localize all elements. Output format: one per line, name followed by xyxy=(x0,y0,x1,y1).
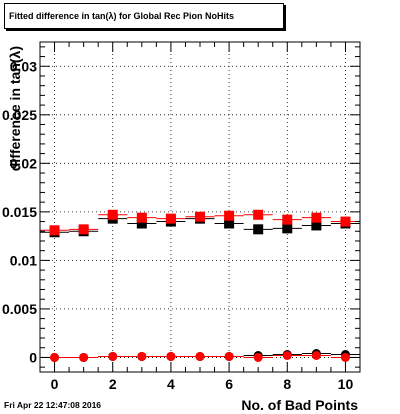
x-axis-label: No. of Bad Points xyxy=(241,397,358,413)
data-point-circle xyxy=(282,351,292,360)
x-tick-label: 0 xyxy=(51,376,59,392)
data-point-square xyxy=(49,225,60,236)
data-point-circle xyxy=(108,351,118,361)
data-point-circle xyxy=(311,351,321,360)
data-point-circle xyxy=(253,352,263,362)
data-point-circle xyxy=(79,352,89,362)
timestamp: Fri Apr 22 12:47:08 2016 xyxy=(4,400,102,410)
data-point-circle xyxy=(224,351,234,361)
y-tick-label: 0 xyxy=(29,349,37,365)
data-point-square xyxy=(311,220,322,231)
y-tick-label: 0.005 xyxy=(2,301,37,317)
data-point-circle xyxy=(166,351,176,361)
y-axis-label: difference in tan(λ) xyxy=(7,46,23,171)
chart-title-box: Fitted difference in tan(λ) for Global R… xyxy=(4,3,284,29)
x-tick-label: 8 xyxy=(283,376,291,392)
data-point-square xyxy=(282,214,293,225)
data-point-square xyxy=(253,224,264,235)
data-point-square xyxy=(136,218,147,229)
data-point-circle xyxy=(340,352,350,362)
y-tick-label: 0.015 xyxy=(2,204,37,220)
y-tick-label: 0.02 xyxy=(10,155,37,171)
data-point-square xyxy=(340,216,351,227)
x-tick-label: 6 xyxy=(225,376,233,392)
x-tick-label: 4 xyxy=(167,376,175,392)
data-point-square xyxy=(224,210,235,221)
plot-frame xyxy=(39,41,361,373)
data-point-square xyxy=(78,224,89,235)
tick-labels: 0 2 4 6 8 10 0 0.005 0.01 0.015 0.02 0.025 0.03 xyxy=(2,58,353,392)
data-point-square xyxy=(165,213,176,224)
data-marks xyxy=(40,209,360,362)
y-tick-label: 0.01 xyxy=(10,252,37,268)
data-point-square xyxy=(136,212,147,223)
x-tick-label: 2 xyxy=(109,376,117,392)
data-point-square xyxy=(195,211,205,222)
y-tick-label: 0.03 xyxy=(10,58,37,74)
data-point-square xyxy=(282,223,293,234)
data-point-square xyxy=(224,218,235,229)
axis-ticks xyxy=(39,42,361,372)
data-point-square xyxy=(107,209,118,220)
chart-title: Fitted difference in tan(λ) for Global R… xyxy=(9,11,235,21)
data-point-circle xyxy=(137,351,147,361)
series-1 xyxy=(40,209,360,236)
data-point-square xyxy=(311,212,322,223)
y-tick-label: 0.025 xyxy=(2,107,37,123)
x-tick-label: 10 xyxy=(338,376,354,392)
data-point-circle xyxy=(50,352,60,362)
grid xyxy=(40,42,360,372)
series-3 xyxy=(40,351,360,362)
data-point-square xyxy=(253,209,264,220)
data-point-circle xyxy=(195,351,205,361)
